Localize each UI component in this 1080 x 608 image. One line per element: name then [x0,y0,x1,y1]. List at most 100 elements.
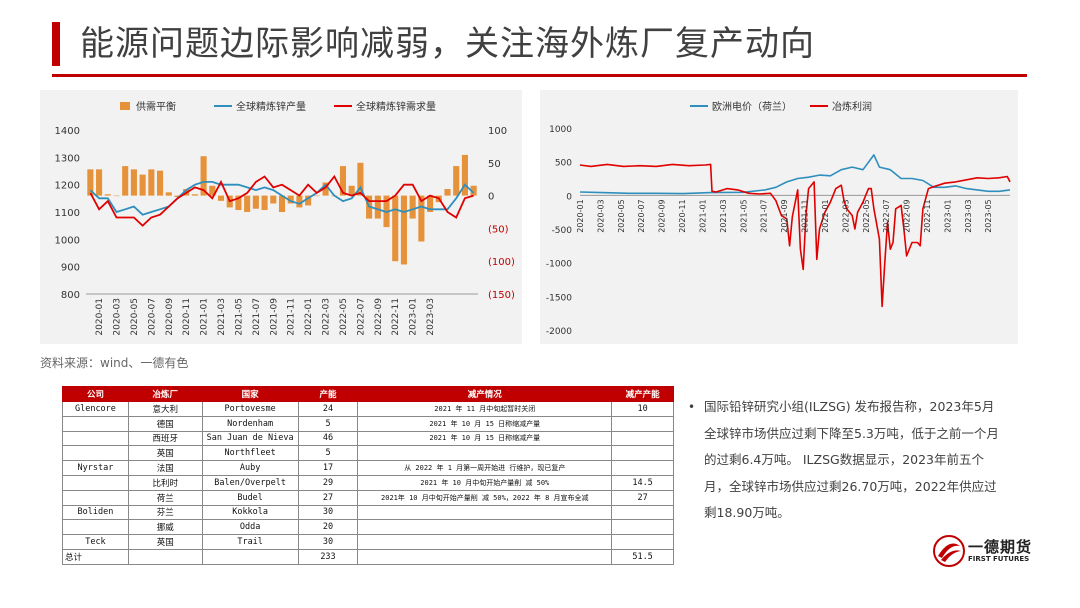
table-cell: San Juan de Nieva [201,430,299,447]
x-tick-label: 2020-07 [637,199,646,232]
x-tick-label: 2020-05 [617,199,626,232]
table-cell: Auby [201,460,299,476]
table-cell: 30 [297,534,359,550]
x-tick-label: 2020-03 [112,298,122,336]
table-cell: 20 [297,519,359,536]
x-tick-label: 2020-01 [95,298,105,336]
x-tick-label: 2022-07 [356,298,366,336]
table-cell: Northfleet [201,445,299,462]
x-tick-label: 2023-03 [426,298,436,336]
table-cell: Portovesme [201,401,299,417]
table-cell: 24 [297,401,359,417]
logo-subtitle: FIRST FUTURES [968,555,1030,563]
bullet-icon: • [688,400,696,414]
x-tick-label: 2020-11 [182,298,192,336]
bar-mark [348,185,355,196]
table-cell [62,415,129,432]
y-left-tick: 1000 [55,235,80,246]
x-tick-label: 2022-11 [391,298,401,336]
title-accent-bar [52,22,60,66]
y-tick: -2000 [546,327,572,337]
table-cell: Nordenham [201,415,299,432]
table-cell [62,474,129,491]
bar-mark [191,194,198,196]
zinc-balance-chart: 供需平衡 全球精炼锌产量 全球精炼锌需求量 1400 1300 1200 1100 1000 9… [40,90,522,344]
bar-mark [261,195,268,211]
bar-mark [461,154,468,196]
bar-mark [374,195,381,219]
page-title: 能源问题边际影响减弱，关注海外炼厂复产动向 [80,24,815,64]
table-cell [62,489,129,506]
table-cell: 5 [297,445,359,462]
table-row: Boliden 芬兰 Kokkola 30 [62,504,674,521]
table-cell: 英国 [127,534,203,550]
bar-mark [104,194,111,196]
table-cell: Budel [201,489,299,506]
bar-mark [235,195,242,211]
table-cell [611,519,674,536]
bar-mark [392,195,399,262]
table-cell [62,445,129,462]
x-tick-label: 2021-07 [252,298,262,336]
table-row: Teck 英国 Trail 30 [62,534,674,550]
x-tick-label: 2023-01 [409,298,419,336]
data-source-note: 资料来源：wind、一德有色 [40,356,189,370]
table-row: Nyrstar 法国 Auby 17 从 2022 年 1 月第一周开始进 行维护，现已… [62,460,674,476]
bar-mark [305,195,312,206]
y-tick: -1000 [546,260,572,270]
y-tick: -500 [552,226,573,236]
y-left-tick: 1400 [55,126,80,137]
x-tick-label: 2020-03 [596,199,605,232]
table-row: 挪威 Odda 20 [62,519,674,536]
table-header-cell: 减产情况 [357,386,613,402]
x-tick-label: 2023-05 [984,199,993,232]
bar-mark [96,169,103,196]
bar-mark [400,195,408,265]
y-left-tick: 1100 [55,208,80,219]
legend-label-2: 全球精炼锌需求量 [356,100,436,113]
table-cell: 5 [297,415,359,432]
bar-mark [296,195,303,208]
bar-mark [244,195,251,212]
bar-mark [209,185,216,196]
x-tick-label: 2022-05 [862,199,871,232]
table-cell [127,548,203,565]
x-tick-label: 2023-03 [964,199,973,232]
series-line-1 [89,181,475,216]
table-cell: 2021年 10 月中旬开始产量削 减 50%，2022 年 8 月宣布全减 [357,489,613,506]
table-header-cell: 产能 [297,386,359,402]
table-cell: 从 2022 年 1 月第一周开始进 行维护，现已复产 [357,460,613,476]
power-price-profit-chart: 欧洲电价（荷兰） 冶炼利润 1000 500 0 -500 -1000 -1500 -2000 2… [540,90,1018,344]
table-header-cell: 公司 [62,386,129,402]
x-tick-label: 2021-09 [780,199,789,232]
y-left-tick: 900 [61,263,80,274]
x-tick-label: 2021-11 [801,199,810,232]
table-cell: 2021 年 10 月 15 日称缩减产量 [357,430,613,447]
x-tick-label: 2021-03 [719,199,728,232]
table-cell: 2021 年 10 月 15 日称缩减产量 [357,415,613,432]
legend-swatch-0 [120,102,130,110]
y-right-tick: 0 [488,192,494,203]
table-cell [357,548,613,565]
table-cell [357,504,613,521]
series-line-0 [579,154,1011,195]
x-tick-label: 2021-09 [269,298,279,336]
table-cell: 意大利 [127,401,203,417]
x-tick-label: 2022-03 [322,298,332,336]
table-cell: 233 [297,548,359,565]
bar-mark [165,192,172,196]
table-row: 英国 Northfleet 5 [62,445,674,462]
table-cell [357,519,613,536]
table-cell: 29 [297,474,359,491]
table-header-cell: 国家 [201,386,299,402]
table-cell: Odda [201,519,299,536]
table-cell: 英国 [127,445,203,462]
company-logo: 一德期货 FIRST FUTURES [932,534,1042,568]
x-tick-label: 2020-09 [165,298,175,336]
table-cell: 德国 [127,415,203,432]
bar-mark [113,195,120,197]
table-cell [357,534,613,550]
table-cell [201,548,299,565]
power-price-profit-chart-svg: 欧洲电价（荷兰） 冶炼利润 1000 500 0 -500 -1000 -1500 -2000 2… [546,100,1011,337]
x-tick-label: 2022-09 [903,199,912,232]
